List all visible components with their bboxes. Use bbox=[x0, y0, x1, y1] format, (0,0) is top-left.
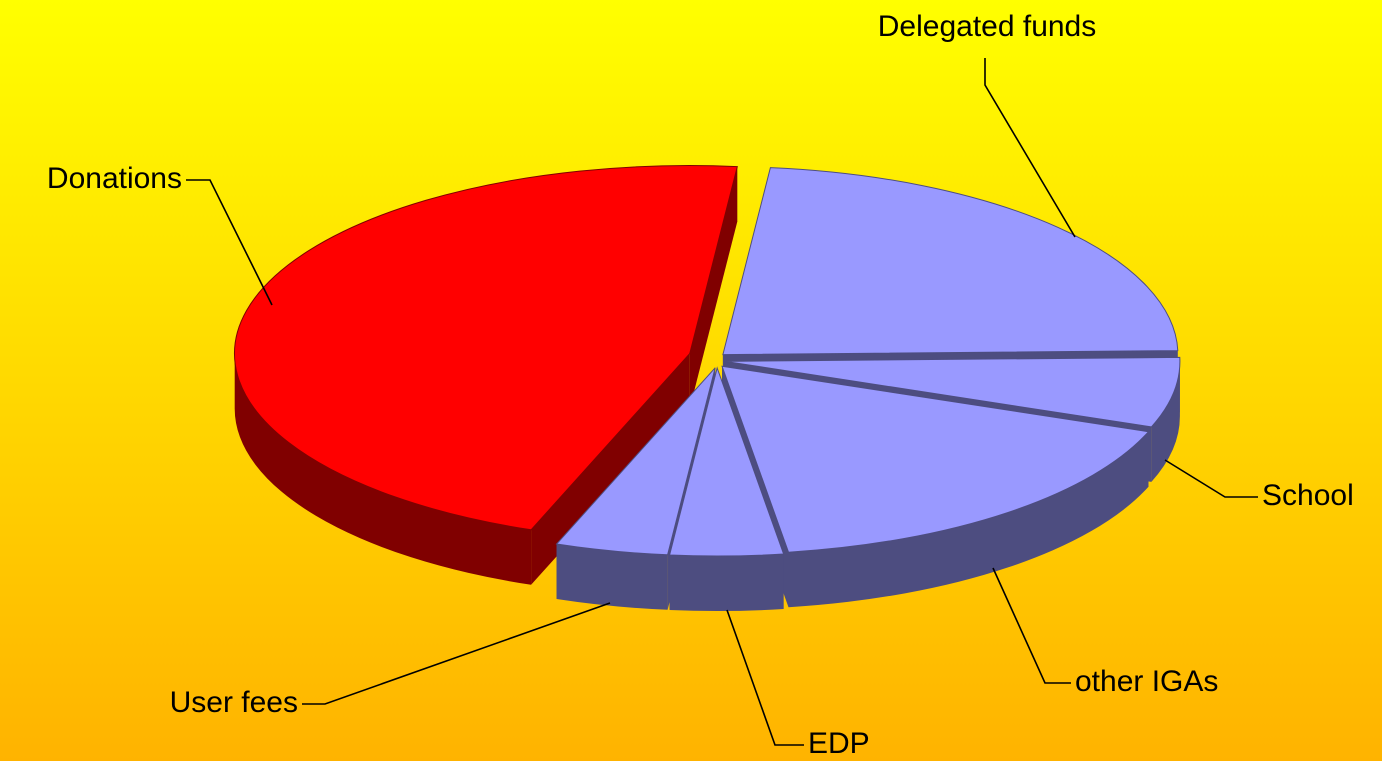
slice-label: User fees bbox=[170, 686, 298, 719]
slice bbox=[724, 356, 1181, 428]
slice-label: Donations bbox=[47, 162, 182, 195]
leader-line bbox=[984, 58, 1076, 238]
slice-side bbox=[556, 544, 668, 610]
leader-line bbox=[186, 179, 273, 306]
slice bbox=[722, 167, 1179, 356]
slice bbox=[721, 365, 1150, 553]
slice-label: School bbox=[1262, 479, 1354, 512]
slice-label: other IGAs bbox=[1075, 665, 1218, 698]
slice-side bbox=[669, 554, 784, 612]
slice bbox=[555, 367, 716, 556]
slice-label: EDP bbox=[808, 727, 870, 760]
slice-label: Delegated funds bbox=[878, 10, 1097, 43]
leader-line bbox=[726, 609, 804, 746]
slice-wall bbox=[689, 166, 738, 409]
slice-wall bbox=[531, 353, 690, 585]
leader-line bbox=[302, 602, 611, 705]
slice-side bbox=[234, 353, 532, 585]
leader-line bbox=[992, 567, 1071, 684]
slice-side bbox=[1151, 361, 1180, 482]
slice-side bbox=[788, 431, 1149, 608]
slice bbox=[234, 165, 738, 531]
slice bbox=[668, 366, 785, 557]
leader-line bbox=[1164, 459, 1258, 498]
